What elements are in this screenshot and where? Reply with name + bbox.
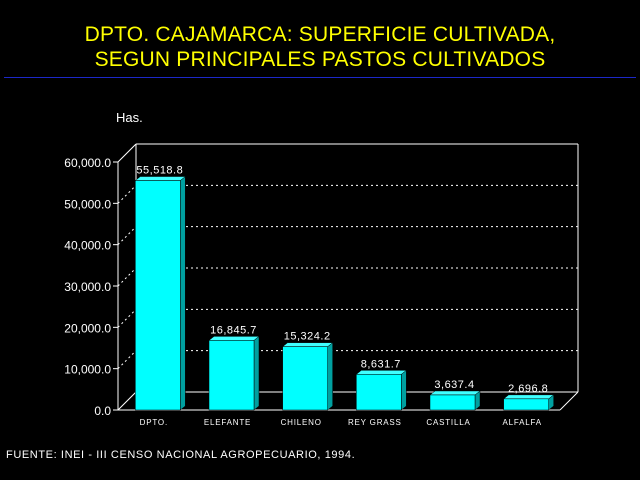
bar-top [504, 395, 554, 399]
bar [283, 347, 328, 410]
chart-frame [118, 144, 578, 410]
bar [135, 181, 180, 410]
y-axis-label: Has. [116, 110, 143, 125]
y-axis-ticks: 0.0 10,000.0 20,000.0 30,000.0 40,000.0 50,00… [64, 156, 118, 418]
category-labels: DPTO. ELEFANTE CHILENO REY GRASS CASTILLA ALF… [140, 418, 542, 427]
gridlines [118, 185, 578, 368]
data-label: 2,696.8 [508, 383, 548, 395]
category-label: CHILENO [281, 418, 322, 427]
bar-top [430, 391, 480, 395]
bar-side [180, 177, 185, 410]
category-label: CASTILLA [426, 418, 470, 427]
bar [209, 340, 254, 410]
gridline-diagonal [118, 268, 136, 286]
floor-left-edge [118, 392, 136, 410]
y-tick-label: 10,000.0 [64, 363, 111, 377]
bar-side [254, 336, 259, 410]
bar-top [356, 370, 406, 374]
bar [504, 399, 549, 410]
bars [135, 177, 553, 410]
bar [430, 395, 475, 410]
y-tick-label: 40,000.0 [64, 239, 111, 253]
gridline-diagonal [118, 351, 136, 369]
y-tick-label: 50,000.0 [64, 197, 111, 211]
data-label: 16,845.7 [210, 324, 257, 336]
category-label: REY GRASS [348, 418, 402, 427]
category-label: ALFALFA [502, 418, 541, 427]
gridline-diagonal [118, 309, 136, 327]
bar-side [401, 370, 406, 410]
data-label: 3,637.4 [434, 379, 474, 391]
category-label: DPTO. [140, 418, 168, 427]
data-label: 55,518.8 [136, 165, 183, 177]
floor-right-edge [560, 392, 578, 410]
category-label: ELEFANTE [204, 418, 251, 427]
data-label: 8,631.7 [361, 358, 401, 370]
source-note: FUENTE: INEI - III CENSO NACIONAL AGROPE… [6, 449, 355, 461]
bar-side [328, 343, 333, 410]
y-tick-label: 60,000.0 [64, 156, 111, 170]
bar-top [209, 336, 259, 340]
bar-top [283, 343, 333, 347]
gridline-diagonal [118, 185, 136, 203]
gridline-diagonal [118, 227, 136, 245]
y-tick-label: 0.0 [94, 404, 111, 418]
bar [356, 374, 401, 410]
y-tick-label: 20,000.0 [64, 321, 111, 335]
data-label: 15,324.2 [284, 331, 331, 343]
y-tick-label: 30,000.0 [64, 280, 111, 294]
left-wall-top-edge [118, 144, 136, 162]
bar-top [135, 177, 185, 181]
data-labels: 55,518.8 16,845.7 15,324.2 8,631.7 3,637.4 2,… [136, 165, 548, 395]
